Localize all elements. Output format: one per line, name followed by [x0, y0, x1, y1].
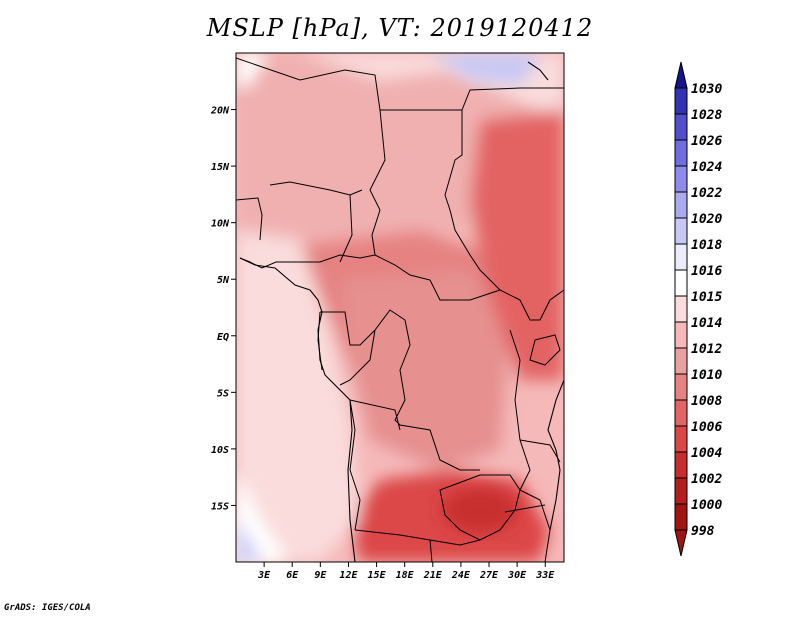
footer-credit: GrADS: IGES/COLA: [4, 603, 91, 613]
x-tick-label: 18E: [396, 570, 415, 581]
colorbar-label: 1006: [691, 420, 722, 435]
colorbar-bin: [674, 425, 688, 453]
map-frame: [235, 52, 565, 563]
colorbar-bin: [674, 217, 688, 245]
colorbar-label: 1024: [691, 160, 722, 175]
colorbar-label: 1022: [691, 186, 722, 201]
colorbar-bin: [674, 503, 688, 531]
colorbar-label: 1008: [691, 394, 722, 409]
colorbar-label: 1010: [691, 368, 722, 383]
colorbar-bin: [674, 165, 688, 193]
colorbar-bin: [674, 87, 688, 115]
colorbar-bin: [674, 113, 688, 141]
y-tick-label: 10N: [211, 219, 230, 230]
colorbar-label: 1004: [691, 446, 722, 461]
colorbar-label: 1018: [691, 238, 722, 253]
colorbar-label: 998: [691, 524, 715, 539]
colorbar-bin: [674, 347, 688, 375]
colorbar-bin: [674, 139, 688, 167]
x-tick-label: 27E: [479, 570, 499, 581]
colorbar-label: 1016: [691, 264, 722, 279]
high-northwest: [236, 53, 270, 90]
colorbar-label: 1012: [691, 342, 722, 357]
colorbar-min-triangle: [674, 529, 688, 557]
colorbar-label: 1030: [691, 82, 722, 97]
colorbar-bin: [674, 243, 688, 271]
region-east-africa: [470, 110, 564, 380]
y-tick-label: 10S: [211, 445, 229, 456]
colorbar-bin: [674, 321, 688, 349]
y-tick-label: 5N: [217, 275, 230, 286]
colorbar-label: 1015: [691, 290, 722, 305]
colorbar-bin: [674, 399, 688, 427]
x-tick-label: 9E: [314, 570, 327, 581]
colorbar-bin: [674, 373, 688, 401]
x-tick-label: 12E: [339, 570, 358, 581]
colorbar-label: 1014: [691, 316, 722, 331]
coastline: [239, 61, 564, 562]
x-tick-label: 6E: [286, 570, 299, 581]
y-tick-label: 15N: [211, 162, 230, 173]
x-tick-label: 21E: [423, 570, 443, 581]
high-southwest: [236, 520, 262, 562]
colorbar-max-triangle: [674, 61, 688, 89]
x-tick-label: 24E: [451, 570, 471, 581]
colorbar-bin: [674, 477, 688, 505]
country-borders: [236, 57, 564, 562]
colorbar-label: 1002: [691, 472, 722, 487]
colorbar-bin: [674, 295, 688, 323]
colorbar-label: 1000: [691, 498, 722, 513]
high-northeast: [430, 53, 540, 85]
colorbar-label: 1020: [691, 212, 722, 227]
zambia-core-low: [442, 488, 518, 532]
x-axis: 3E 6E 9E 12E 15E 18E 21E 24E 27E 30E 33E: [257, 562, 555, 581]
colorbar-bin: [674, 451, 688, 479]
y-axis: 20N 15N 10N 5N EQ 5S 10S 15S: [210, 106, 236, 512]
x-tick-label: 30E: [507, 570, 527, 581]
chart-title: MSLP [hPa], VT: 2019120412: [206, 14, 594, 42]
x-tick-label: 33E: [535, 570, 555, 581]
x-tick-label: 3E: [257, 570, 271, 581]
region-atlantic-south: [236, 230, 360, 562]
pressure-field: [236, 53, 564, 562]
colorbar-bin: [674, 269, 688, 297]
y-tick-label: 20N: [210, 106, 230, 117]
y-tick-label: 15S: [211, 501, 229, 512]
x-tick-label: 15E: [368, 570, 387, 581]
colorbar-bin: [674, 191, 688, 219]
colorbar-label: 1028: [691, 108, 722, 123]
y-tick-label: EQ: [217, 332, 229, 343]
y-tick-label: 5S: [217, 388, 229, 399]
region-atlantic-southwest: [236, 470, 290, 562]
colorbar: 1030 1028 1026 1024 1022 1020 1018 1016 1015 1014…: [674, 61, 722, 557]
colorbar-label: 1026: [691, 134, 722, 149]
